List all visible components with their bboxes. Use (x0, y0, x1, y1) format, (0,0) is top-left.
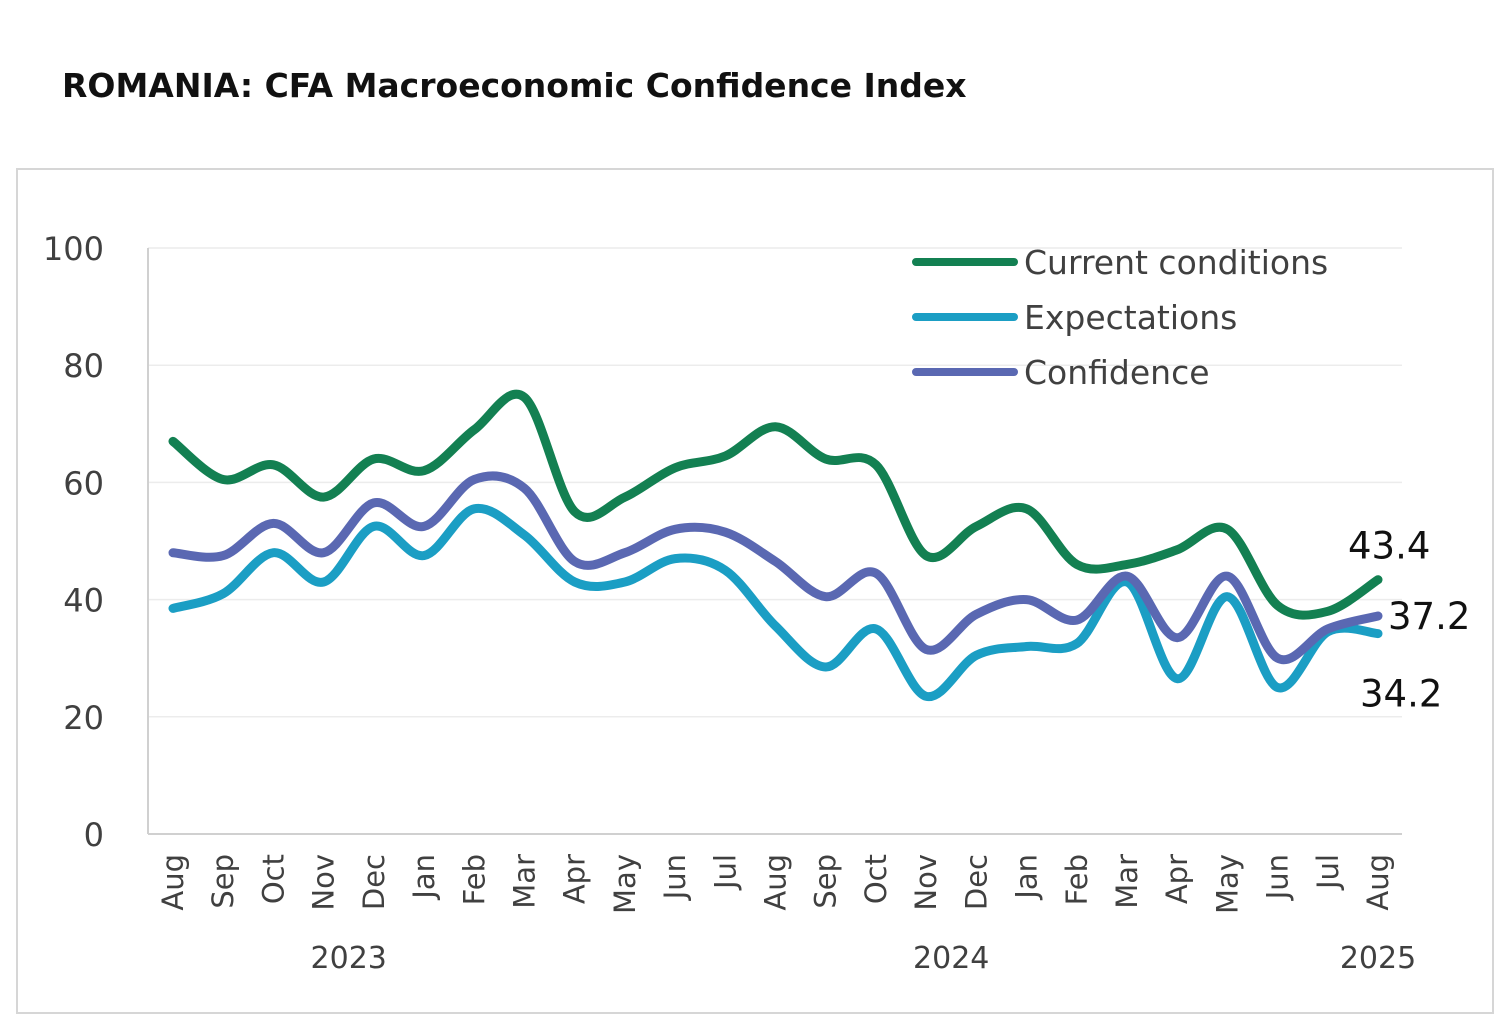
x-tick-label: Feb (1060, 854, 1094, 905)
x-tick-label: Jul (1311, 854, 1345, 891)
series-line-current-conditions (168, 390, 1383, 620)
end-value-label-confidence: 37.2 (1388, 595, 1470, 638)
legend-label-confidence: Confidence (1024, 353, 1210, 392)
year-label: 2023 (311, 941, 387, 976)
x-tick-label: Nov (909, 854, 943, 911)
legend: Current conditions Expectations Confidence (912, 243, 1328, 392)
x-tick-label: Aug (759, 854, 793, 911)
x-tick-label: Nov (307, 854, 341, 911)
page-title: ROMANIA: CFA Macroeconomic Confidence In… (62, 66, 967, 105)
y-tick-label: 80 (63, 347, 104, 385)
end-labels: 43.4 37.2 34.2 (1348, 525, 1470, 716)
x-tick-label: Dec (357, 854, 391, 910)
x-tick-label: Apr (1160, 854, 1194, 904)
legend-label-current-conditions: Current conditions (1024, 243, 1328, 282)
x-tick-label: Mar (507, 854, 541, 909)
x-tick-label: Oct (256, 854, 290, 904)
x-tick-label: Sep (809, 854, 843, 909)
series-layer (168, 390, 1383, 701)
axis-layer: 0 20 40 60 80 100 Aug Sep Oct Nov Dec Jan Feb Mar Apr M… (43, 230, 1416, 976)
legend-label-expectations: Expectations (1024, 298, 1237, 337)
y-tick-label: 100 (43, 230, 104, 268)
x-tick-label: Dec (959, 854, 993, 910)
x-tick-label: Jul (708, 854, 742, 891)
x-tick-label: Jan (1010, 854, 1044, 901)
chart-frame: 0 20 40 60 80 100 Aug Sep Oct Nov Dec Jan Feb Mar Apr M… (16, 168, 1494, 1014)
x-tick-label: Jan (407, 854, 441, 901)
x-tick-label: Aug (156, 854, 190, 911)
series-line-expectations (168, 503, 1383, 701)
y-tick-label: 0 (84, 816, 104, 854)
x-tick-label: Apr (558, 854, 592, 904)
y-tick-label: 60 (63, 464, 104, 502)
x-tick-label: Sep (206, 854, 240, 909)
year-label: 2024 (913, 941, 989, 976)
x-tick-label: Jun (1261, 854, 1295, 901)
x-tick-label: Mar (1110, 854, 1144, 909)
x-tick-label: May (608, 854, 642, 914)
grid-layer (148, 247, 1402, 718)
year-label: 2025 (1340, 941, 1416, 976)
x-tick-label: Oct (859, 854, 893, 904)
line-chart: 0 20 40 60 80 100 Aug Sep Oct Nov Dec Jan Feb Mar Apr M… (43, 230, 1470, 976)
x-tick-label: Feb (457, 854, 491, 905)
end-value-label-current-conditions: 43.4 (1348, 525, 1430, 568)
x-tick-label: May (1210, 854, 1244, 914)
x-tick-label: Jun (658, 854, 692, 901)
x-tick-label: Aug (1361, 854, 1395, 911)
y-tick-label: 20 (63, 699, 104, 737)
series-line-confidence (168, 471, 1383, 665)
end-value-label-expectations: 34.2 (1360, 673, 1442, 716)
y-tick-label: 40 (63, 582, 104, 620)
